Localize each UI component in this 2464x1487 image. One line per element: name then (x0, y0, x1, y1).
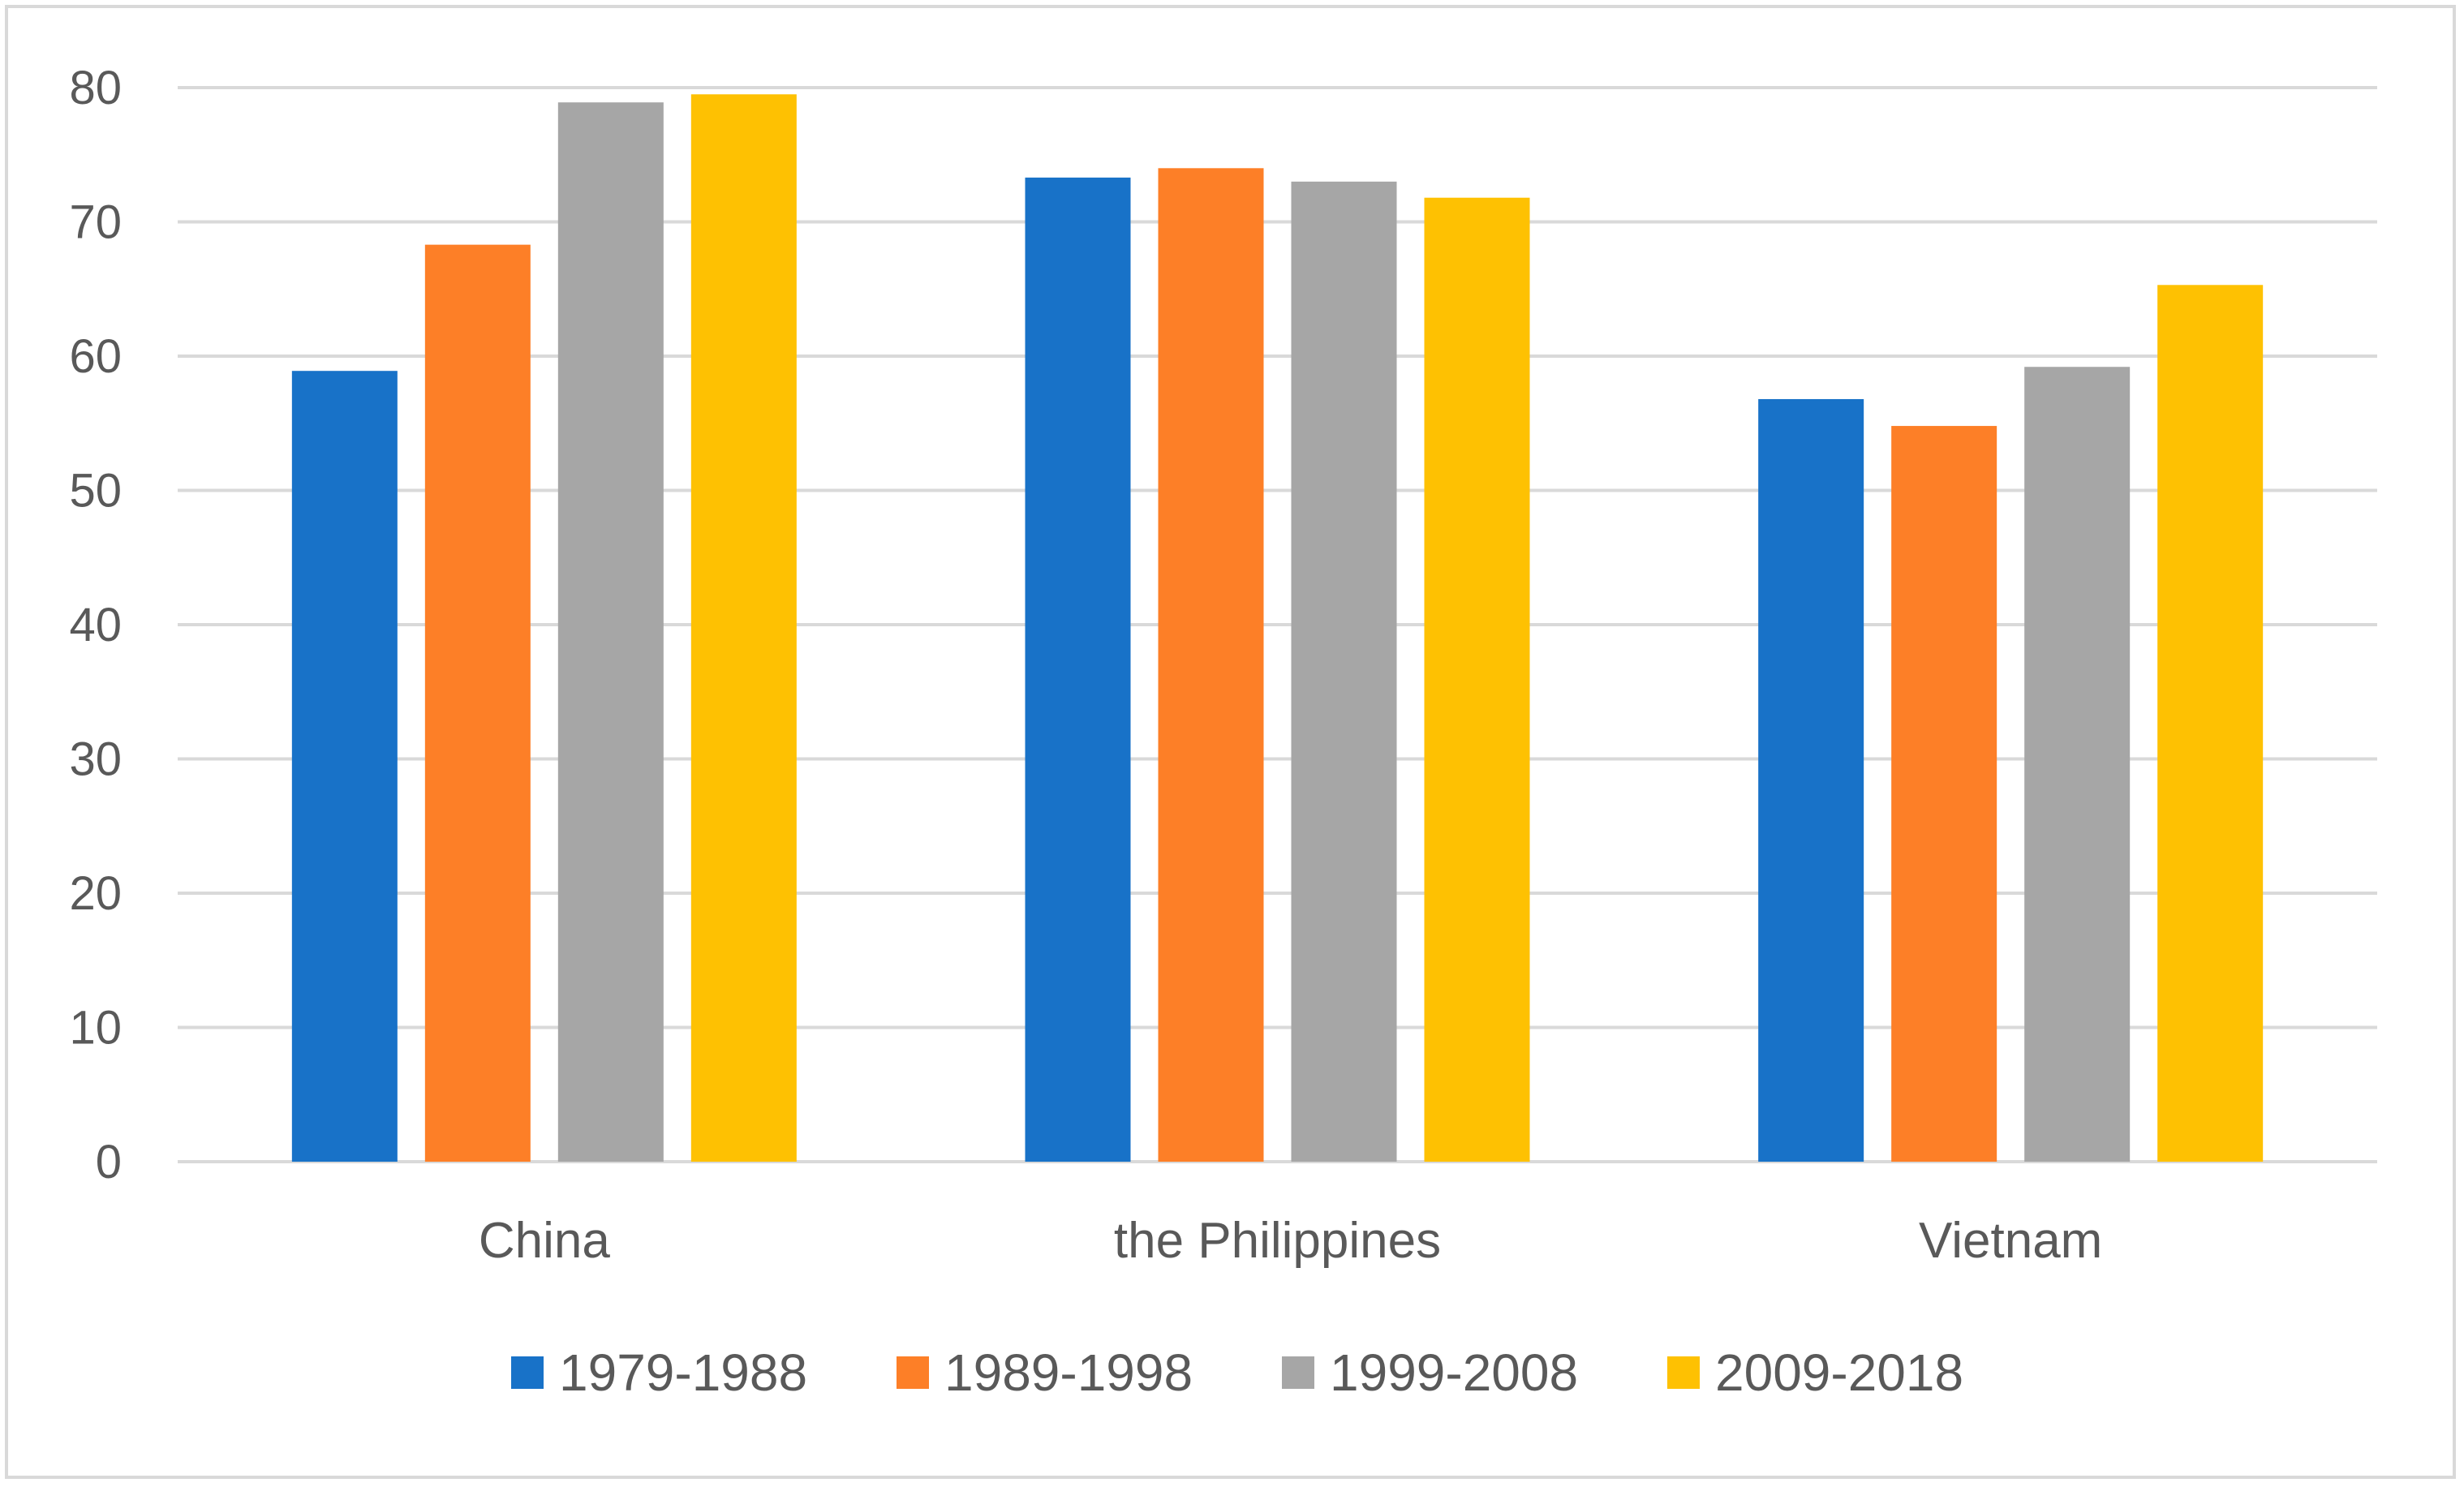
legend-label-1989-1998: 1989-1998 (944, 1343, 1193, 1402)
bar-vietnam-2009-2018 (2157, 285, 2264, 1162)
bar-vietnam-1989-1998 (1891, 426, 1997, 1162)
x-category-label-the-philippines: the Philippines (1114, 1213, 1441, 1269)
x-axis-labels: China the Philippines Vietnam (479, 1213, 2102, 1269)
bar-china-1999-2008 (557, 102, 664, 1163)
bar-the-philippines-1989-1998 (1158, 168, 1264, 1162)
y-tick-label-30: 30 (69, 733, 122, 786)
bar-the-philippines-1979-1988 (1025, 177, 1131, 1162)
y-tick-label-50: 50 (69, 465, 122, 518)
bar-vietnam-1979-1988 (1758, 398, 1864, 1163)
y-tick-label-80: 80 (69, 62, 122, 114)
bar-china-1989-1998 (424, 244, 531, 1162)
y-tick-label-0: 0 (96, 1136, 122, 1188)
legend-label-1979-1988: 1979-1988 (559, 1343, 807, 1402)
legend-swatch-1989-1998 (897, 1356, 929, 1389)
y-tick-label-10: 10 (69, 1002, 122, 1055)
bar-china-2009-2018 (690, 94, 797, 1162)
bars (291, 94, 2264, 1163)
bar-china-1979-1988 (291, 371, 398, 1163)
legend-label-1999-2008: 1999-2008 (1330, 1343, 1578, 1402)
x-category-label-vietnam: Vietnam (1919, 1213, 2102, 1269)
y-tick-label-60: 60 (69, 330, 122, 383)
legend-swatch-2009-2018 (1667, 1356, 1700, 1389)
legend-label-2009-2018: 2009-2018 (1715, 1343, 1963, 1402)
legend-swatch-1999-2008 (1282, 1356, 1314, 1389)
bar-the-philippines-2009-2018 (1424, 197, 1530, 1163)
legend-swatch-1979-1988 (511, 1356, 544, 1389)
bar-vietnam-1999-2008 (2024, 367, 2131, 1162)
bar-the-philippines-1999-2008 (1291, 181, 1397, 1163)
gridlines (178, 86, 2377, 1163)
x-category-label-china: China (479, 1213, 611, 1269)
y-axis-ticks: 0 10 20 30 40 50 60 70 80 (69, 62, 122, 1188)
y-tick-label-20: 20 (69, 867, 122, 920)
y-tick-label-40: 40 (69, 599, 122, 651)
y-tick-label-70: 70 (69, 196, 122, 249)
legend: 1979-1988 1989-1998 1999-2008 2009-2018 (511, 1343, 1963, 1402)
